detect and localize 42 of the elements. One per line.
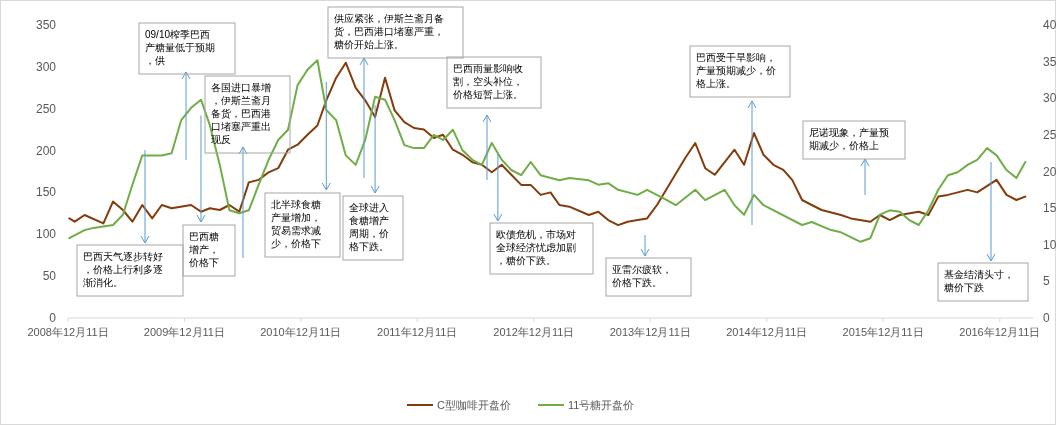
- y-tick-label: 100: [35, 227, 57, 242]
- annotation: 巴西天气逐步转好，价格上行利多逐渐消化。: [83, 251, 163, 288]
- annotation: 全球进入食糖增产周期，价格下跌。: [348, 202, 389, 252]
- annotation: 尼诺现象，产量预期减少，价格上: [809, 127, 889, 151]
- y2-tick-label: 0: [1043, 311, 1050, 325]
- y-tick-label: 50: [42, 269, 57, 284]
- y-tick-label: 200: [35, 143, 57, 158]
- x-tick-label: 2015年12月11日: [842, 326, 924, 338]
- legend-item: 11号糖开盘价: [537, 399, 635, 411]
- y2-tick-label: 20: [1043, 164, 1056, 179]
- legend-label: 11号糖开盘价: [568, 399, 635, 411]
- x-tick-label: 2011年12月11日: [377, 326, 458, 338]
- annotation: 巴西糖增产，价格下: [188, 231, 219, 268]
- y2-tick-label: 35: [1043, 54, 1056, 69]
- x-tick-label: 2010年12月11日: [260, 326, 342, 338]
- y2-tick-label: 10: [1043, 237, 1056, 252]
- annotation: 巴西雨量影响收割，空头补位，价格短暂上涨。: [452, 63, 523, 100]
- x-tick-label: 2012年12月11日: [493, 326, 575, 338]
- legend-label: C型咖啡开盘价: [437, 399, 511, 411]
- y-tick-label: 300: [35, 59, 57, 74]
- y-tick-label: 150: [35, 185, 57, 200]
- annotation: 09/10榨季巴西产糖量低于预期，供: [145, 29, 215, 66]
- x-tick-label: 2013年12月11日: [609, 326, 691, 338]
- annotation: 亚雷尔疲软，价格下跌。: [611, 264, 672, 288]
- y2-tick-label: 5: [1043, 274, 1050, 289]
- legend-item: C型咖啡开盘价: [406, 399, 511, 411]
- annotation: 北半球食糖产量增加，贸易需求减少，价格下: [271, 199, 321, 249]
- y2-tick-label: 40: [1043, 18, 1056, 32]
- y2-tick-label: 15: [1043, 201, 1056, 216]
- y-tick-label: 250: [35, 101, 57, 116]
- annotation: 基金结清头寸，糖价下跌: [944, 269, 1014, 293]
- y-tick-label: 0: [49, 311, 57, 325]
- annotation: 巴西受干旱影响，产量预期减少，价格上涨。: [695, 52, 776, 89]
- y-tick-label: 350: [35, 18, 57, 32]
- y2-tick-label: 30: [1043, 91, 1056, 106]
- y2-tick-label: 25: [1043, 127, 1056, 142]
- x-tick-label: 2016年12月11日: [959, 326, 1041, 338]
- annotation: 欧债危机，市场对全球经济忧虑加剧，糖价下跌。: [496, 229, 576, 266]
- x-tick-label: 2009年12月11日: [143, 326, 225, 338]
- x-tick-label: 2008年12月11日: [27, 326, 109, 338]
- annotation: 供应紧张，伊斯兰斋月备货，巴西港口堵塞严重，糖价开始上涨。: [334, 13, 444, 50]
- x-tick-label: 2014年12月11日: [726, 326, 808, 338]
